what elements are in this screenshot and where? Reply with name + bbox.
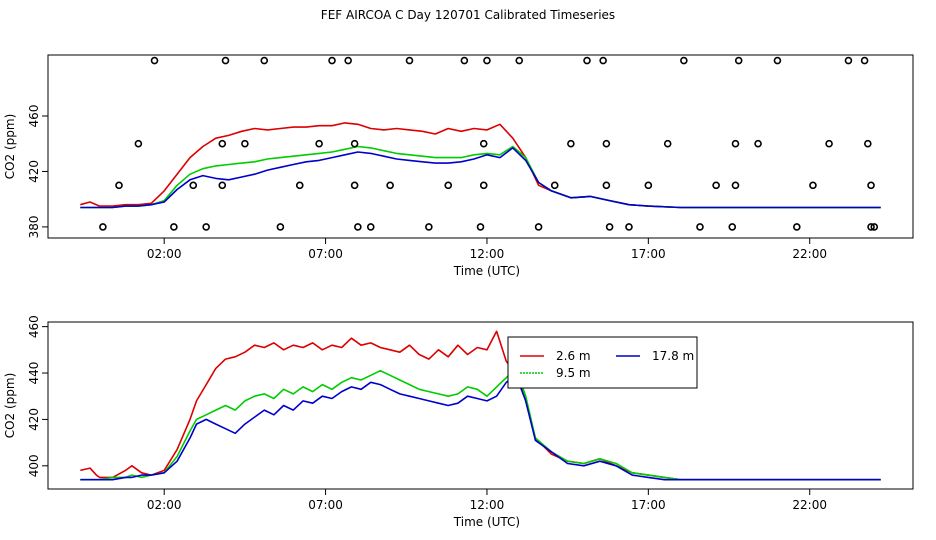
y-tick-label: 380 — [27, 215, 41, 238]
flag-point — [479, 139, 488, 148]
flag-point — [241, 139, 249, 148]
series-line-2-6-m — [80, 122, 881, 209]
y-tick-label: 440 — [27, 362, 41, 385]
flag-point — [605, 223, 614, 231]
x-tick-label: 07:00 — [308, 247, 343, 261]
flag-point — [550, 181, 559, 190]
legend-label: 9.5 m — [556, 366, 591, 380]
flag-point — [567, 139, 575, 148]
flag-point — [867, 223, 875, 231]
flag-point — [731, 139, 740, 148]
flag-point — [696, 223, 704, 231]
y-axis-label: CO2 (ppm) — [3, 373, 17, 439]
flag-point — [479, 181, 488, 190]
x-tick-label: 17:00 — [631, 247, 666, 261]
flag-point — [354, 223, 362, 231]
y-tick-label: 400 — [27, 454, 41, 477]
flag-point — [295, 181, 304, 190]
legend: 2.6 m 9.5 m 17.8 m — [507, 336, 698, 389]
flag-point — [534, 223, 543, 231]
x-tick-label: 02:00 — [147, 247, 182, 261]
flag-point — [483, 56, 491, 65]
x-tick-label: 02:00 — [147, 498, 182, 512]
flag-point — [189, 181, 198, 190]
flag-point — [773, 56, 782, 65]
panel-2: 02:00 07:00 12:00 17:00 22:00 Time (UTC) 400 42… — [3, 315, 914, 529]
legend-label: 2.6 m — [556, 349, 591, 363]
figure-title: FEF AIRCOA C Day 120701 Calibrated Times… — [320, 8, 616, 22]
series-line-2-6-m — [80, 330, 881, 481]
flag-point — [170, 223, 178, 231]
flag-point — [315, 139, 323, 148]
flag-point — [644, 181, 653, 190]
flag-point — [728, 223, 737, 231]
flag-point — [350, 181, 359, 190]
flag-point — [602, 139, 611, 148]
flag-point — [515, 56, 524, 65]
flag-point — [712, 181, 720, 190]
flag-point — [115, 181, 123, 190]
legend-box — [507, 336, 698, 389]
y-tick-label: 420 — [27, 160, 41, 183]
flag-point — [583, 56, 591, 65]
y-tick-label: 420 — [27, 408, 41, 431]
x-axis-label: Time (UTC) — [453, 264, 520, 278]
series-line-17-8-m — [80, 147, 881, 209]
flag-point — [731, 181, 740, 190]
flag-point — [476, 223, 485, 231]
flag-point — [350, 139, 359, 148]
flag-point — [405, 56, 414, 65]
flag-point — [680, 56, 688, 65]
plot-frame — [47, 321, 914, 490]
x-tick-label: 22:00 — [792, 498, 827, 512]
flag-point — [864, 139, 872, 148]
y-axis-label: CO2 (ppm) — [3, 114, 17, 180]
flag-point — [663, 139, 672, 148]
flag-point — [99, 223, 107, 231]
x-tick-label: 17:00 — [631, 498, 666, 512]
flag-point — [202, 223, 210, 231]
x-tick-label: 07:00 — [308, 498, 343, 512]
flag-point — [386, 181, 394, 190]
flag-point — [221, 56, 230, 65]
series-line-17-8-m — [80, 374, 881, 481]
flag-point — [870, 223, 879, 231]
flag-point — [867, 181, 875, 190]
flag-point — [150, 56, 159, 65]
flag-point — [602, 181, 611, 190]
flag-point — [218, 139, 227, 148]
legend-label: 17.8 m — [652, 349, 694, 363]
flag-point — [260, 56, 269, 65]
flag-point — [366, 223, 375, 231]
flag-point — [625, 223, 633, 231]
x-tick-label: 12:00 — [470, 247, 505, 261]
flag-point — [218, 181, 227, 190]
y-tick-label: 460 — [27, 105, 41, 128]
flag-point — [444, 181, 453, 190]
flag-point — [425, 223, 433, 231]
flag-point — [134, 139, 143, 148]
x-axis-label: Time (UTC) — [453, 515, 520, 529]
flag-point — [344, 56, 352, 65]
x-tick-label: 22:00 — [792, 247, 827, 261]
y-tick-label: 460 — [27, 315, 41, 338]
flag-point — [825, 139, 833, 148]
flag-point — [276, 223, 285, 231]
flag-point — [328, 56, 336, 65]
flag-point — [599, 56, 607, 65]
panel-1: 02:00 07:00 12:00 17:00 22:00 Time (UTC) 380 42… — [3, 54, 914, 278]
x-tick-label: 12:00 — [470, 498, 505, 512]
flag-point — [844, 56, 853, 65]
flag-point — [734, 56, 743, 65]
flag-point — [809, 181, 817, 190]
plot-frame — [47, 54, 914, 239]
flag-point — [793, 223, 801, 231]
flag-point — [460, 56, 469, 65]
flag-point — [860, 56, 869, 65]
series-line-9-5-m — [80, 367, 881, 481]
flag-point — [754, 139, 762, 148]
